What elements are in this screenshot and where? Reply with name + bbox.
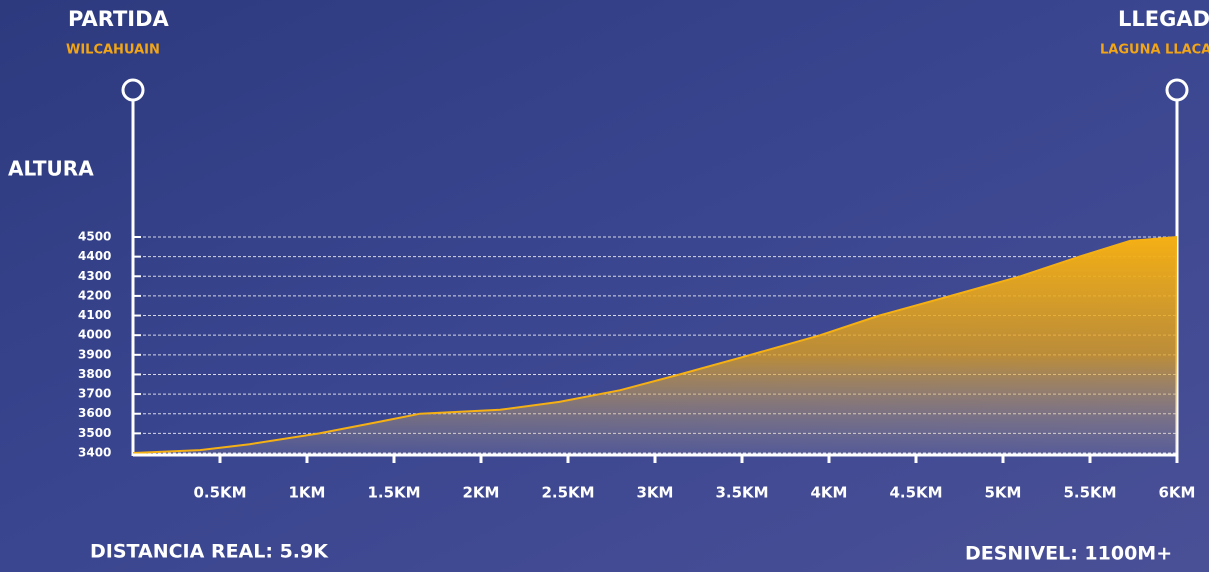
chart: PARTIDA WILCAHUAIN LLEGADA LAGUNA LLACA … <box>0 0 1209 572</box>
x-tick-label: 3.5KM <box>715 484 768 502</box>
elevation-note: DESNIVEL: 1100M+ <box>965 543 1172 565</box>
x-tick-label: 1KM <box>289 484 326 502</box>
x-tick-label: 1.5KM <box>367 484 420 502</box>
distance-note: DISTANCIA REAL: 5.9K <box>90 541 329 563</box>
end-label: LLEGADA <box>1118 7 1209 31</box>
x-tick-label: 4KM <box>811 484 848 502</box>
x-tick-label: 5KM <box>985 484 1022 502</box>
y-tick-label: 3500 <box>78 426 111 440</box>
start-label: PARTIDA <box>68 7 170 31</box>
y-tick-label: 3400 <box>78 446 111 460</box>
y-tick-label: 4500 <box>78 230 111 244</box>
start-place: WILCAHUAIN <box>66 43 160 58</box>
y-tick-label: 3700 <box>78 387 111 401</box>
x-tick-label: 5.5KM <box>1063 484 1116 502</box>
x-tick-label: 6KM <box>1159 484 1196 502</box>
y-axis-label: ALTURA <box>8 157 94 181</box>
x-tick-label: 2.5KM <box>541 484 594 502</box>
x-tick-label: 2KM <box>463 484 500 502</box>
y-tick-label: 4000 <box>78 328 111 342</box>
end-place: LAGUNA LLACA <box>1100 43 1209 58</box>
y-tick-label: 3800 <box>78 367 111 381</box>
y-tick-label: 3600 <box>78 406 111 420</box>
x-tick-label: 3KM <box>637 484 674 502</box>
y-tick-label: 3900 <box>78 347 111 361</box>
y-tick-label: 4200 <box>78 288 111 302</box>
x-tick-label: 4.5KM <box>889 484 942 502</box>
y-tick-label: 4300 <box>78 269 111 283</box>
y-tick-label: 4100 <box>78 308 111 322</box>
x-tick-label: 0.5KM <box>193 484 246 502</box>
y-tick-label: 4400 <box>78 249 111 263</box>
